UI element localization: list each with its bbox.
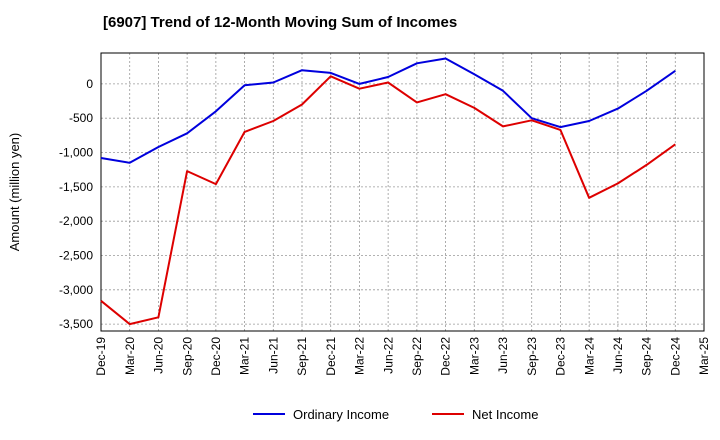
- legend: Ordinary Income Net Income: [253, 407, 538, 422]
- x-tick-label: Mar-20: [123, 337, 137, 375]
- chart-title: [6907] Trend of 12-Month Moving Sum of I…: [103, 14, 458, 31]
- plot-area-background: [101, 53, 704, 331]
- x-tick-label: Jun-22: [381, 337, 395, 374]
- x-tick-label: Sep-24: [640, 337, 654, 376]
- legend-label: Net Income: [472, 407, 538, 422]
- horizontal-gridlines: [101, 83, 704, 325]
- y-tick-label: -3,500: [59, 317, 93, 331]
- x-tick-label: Jun-23: [496, 337, 510, 374]
- y-axis-title: Amount (million yen): [7, 133, 22, 252]
- x-tick-label: Mar-23: [467, 337, 481, 375]
- x-tick-label: Mar-24: [582, 337, 596, 375]
- x-tick-label: Jun-21: [266, 337, 280, 374]
- x-tick-label: Jun-24: [611, 337, 625, 374]
- x-tick-label: Dec-21: [324, 337, 338, 376]
- y-tick-label: 0: [86, 77, 93, 91]
- legend-label: Ordinary Income: [293, 407, 389, 422]
- y-tick-labels: 0 -500 -1,000 -1,500 -2,000 -2,500 -3,000 -3,50…: [59, 77, 93, 331]
- x-tick-label: Dec-19: [94, 337, 108, 376]
- series-line-net-income: [100, 75, 676, 326]
- x-tick-label: Sep-22: [410, 337, 424, 376]
- y-tick-label: -500: [69, 111, 93, 125]
- x-tick-label: Sep-21: [295, 337, 309, 376]
- series-lines: [100, 57, 676, 326]
- x-tick-label: Jun-20: [152, 337, 166, 374]
- y-tick-label: -2,000: [59, 214, 93, 228]
- x-tick-label: Mar-25: [697, 337, 711, 375]
- series-line-ordinary-income: [100, 57, 676, 164]
- x-tick-label: Sep-23: [525, 337, 539, 376]
- x-tick-label: Dec-20: [209, 337, 223, 376]
- y-tick-label: -1,000: [59, 146, 93, 160]
- x-tick-label: Dec-23: [554, 337, 568, 376]
- x-tick-labels: Dec-19 Mar-20 Jun-20 Sep-20 Dec-20 Mar-21 Jun-…: [94, 337, 711, 376]
- y-tick-label: -3,000: [59, 283, 93, 297]
- x-tick-label: Mar-22: [353, 337, 367, 375]
- y-tick-label: -1,500: [59, 180, 93, 194]
- x-tick-label: Sep-20: [180, 337, 194, 376]
- plot-area-border: [100, 52, 705, 332]
- x-tick-label: Dec-22: [439, 337, 453, 376]
- x-tick-label: Mar-21: [238, 337, 252, 375]
- x-tick-label: Dec-24: [668, 337, 682, 376]
- y-tick-label: -2,500: [59, 248, 93, 262]
